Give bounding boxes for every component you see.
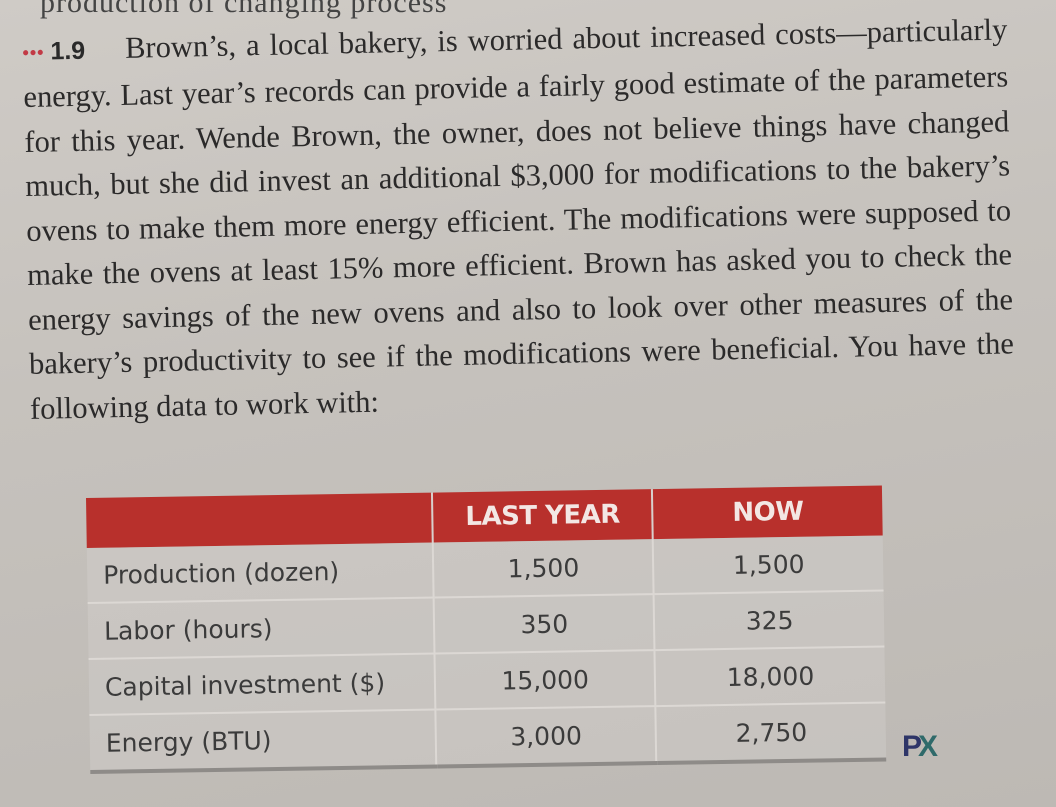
px-logo-icon: PX	[902, 730, 938, 763]
last-year-value: 3,000	[435, 706, 657, 767]
difficulty-dots-icon: •••	[22, 42, 45, 63]
row-label: Production (dozen)	[86, 542, 434, 603]
problem-1-9: ••• 1.9 Brown’s, a local bakery, is worri…	[22, 7, 1015, 431]
last-year-value: 350	[433, 594, 655, 654]
problem-text: Brown’s, a local bakery, is worried abou…	[23, 12, 1015, 426]
problem-paragraph: ••• 1.9 Brown’s, a local bakery, is worri…	[22, 7, 1015, 431]
now-value: 2,750	[655, 702, 887, 764]
cut-off-heading-text: production of changing process	[40, 0, 448, 19]
row-label: Labor (hours)	[87, 597, 435, 659]
problem-number-block: ••• 1.9	[22, 27, 86, 76]
row-label: Energy (BTU)	[89, 709, 437, 772]
now-value: 325	[653, 590, 885, 651]
now-value: 1,500	[652, 535, 884, 595]
row-label: Capital investment ($)	[88, 653, 436, 715]
header-last-year: LAST YEAR	[432, 489, 653, 543]
header-now: NOW	[652, 485, 883, 540]
data-table: LAST YEAR NOW Production (dozen) 1,500 1…	[86, 485, 887, 773]
table-row: Energy (BTU) 3,000 2,750	[89, 702, 887, 772]
header-blank	[86, 492, 434, 548]
now-value: 18,000	[654, 646, 886, 707]
last-year-value: 1,500	[433, 539, 654, 598]
problem-number: 1.9	[50, 36, 86, 66]
last-year-value: 15,000	[434, 650, 656, 710]
